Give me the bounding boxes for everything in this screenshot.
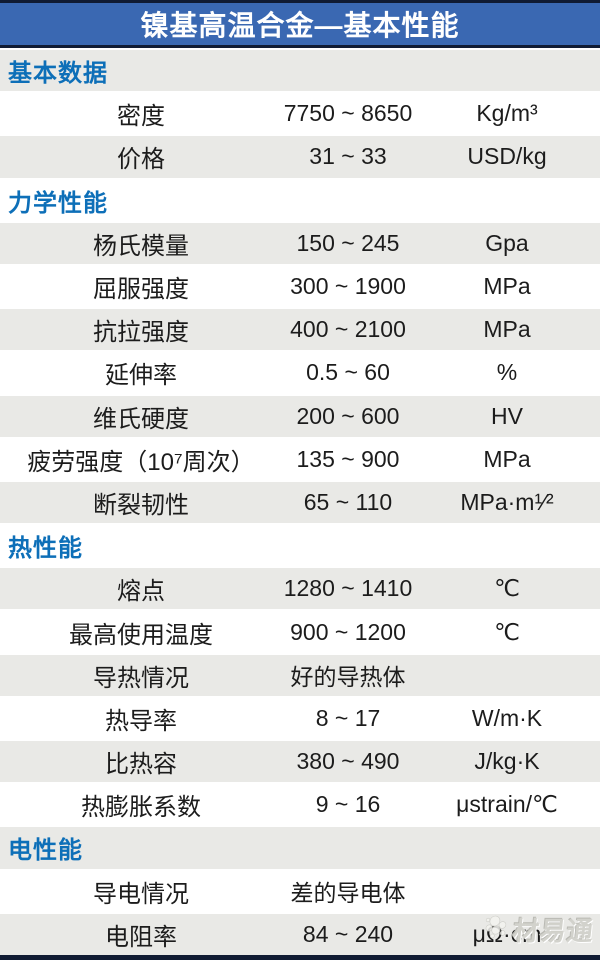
table-row: 疲劳强度（10⁷周次） 135 ~ 900 MPa: [0, 436, 600, 480]
page-title: 镍基高温合金—基本性能: [140, 10, 460, 41]
row-name: 杨氏模量: [93, 232, 189, 260]
row-unit: ℃: [494, 618, 520, 645]
table-row: 屈服强度 300 ~ 1900 MPa: [0, 263, 600, 308]
table-row: 电阻率 84 ~ 240 μΩ·cm: [0, 911, 600, 955]
row-name: 比热容: [105, 751, 177, 779]
row-unit: W/m·K: [471, 704, 543, 731]
row-unit: %: [496, 359, 518, 386]
table-row: 最高使用温度 900 ~ 1200 ℃: [0, 609, 600, 653]
row-unit: MPa: [483, 316, 531, 343]
row-unit: USD/kg: [467, 143, 547, 170]
row-value: 7750 ~ 8650: [283, 100, 413, 127]
table-row: 抗拉强度 400 ~ 2100 MPa: [0, 307, 600, 351]
row-name: 导热情况: [93, 664, 189, 692]
row-value: 84 ~ 240: [302, 920, 394, 947]
row-unit: μΩ·cm: [472, 920, 542, 947]
table-row: 价格 31 ~ 33 USD/kg: [0, 134, 600, 178]
row-name: 屈服强度: [93, 276, 189, 304]
section-label: 热性能: [8, 535, 83, 563]
table-row: 密度 7750 ~ 8650 Kg/m³: [0, 91, 600, 135]
row-unit: J/kg·K: [474, 748, 540, 775]
row-value: 150 ~ 245: [296, 229, 400, 256]
row-unit: Kg/m³: [476, 100, 538, 127]
table-row: 比热容 380 ~ 490 J/kg·K: [0, 739, 600, 783]
table-row: 导电情况 差的导电体: [0, 868, 600, 912]
row-name: 热导率: [105, 707, 177, 735]
row-unit: μstrain/℃: [456, 791, 558, 818]
row-unit: MPa: [483, 445, 531, 472]
row-unit: Gpa: [485, 229, 529, 256]
row-name: 延伸率: [105, 362, 177, 390]
section-header: 力学性能: [0, 177, 600, 221]
bottom-edge-bar: [0, 955, 600, 960]
row-name: 电阻率: [105, 923, 177, 951]
row-value: 差的导电体: [290, 880, 406, 907]
row-name: 最高使用温度: [69, 621, 213, 649]
row-unit: ℃: [494, 575, 520, 602]
section-label: 基本数据: [8, 60, 108, 88]
table-row: 导热情况 好的导热体: [0, 652, 600, 696]
section-header: 热性能: [0, 523, 600, 567]
row-unit: HV: [491, 402, 523, 429]
row-value: 300 ~ 1900: [290, 273, 406, 300]
row-name: 导电情况: [93, 880, 189, 908]
section-label: 电性能: [8, 837, 83, 865]
row-value: 0.5 ~ 60: [306, 359, 390, 386]
row-name: 维氏硬度: [93, 405, 189, 433]
title-bar: 镍基高温合金—基本性能: [0, 0, 600, 48]
section-label: 力学性能: [8, 189, 108, 217]
table-row: 延伸率 0.5 ~ 60%: [0, 350, 600, 394]
row-value: 900 ~ 1200: [290, 618, 406, 645]
row-name: 密度: [117, 103, 165, 131]
row-name: 价格: [117, 146, 165, 174]
table-row: 杨氏模量 150 ~ 245 Gpa: [0, 220, 600, 264]
table-row: 热导率 8 ~ 17 W/m·K: [0, 695, 600, 739]
row-value: 65 ~ 110: [303, 488, 393, 515]
row-name: 抗拉强度: [93, 319, 189, 347]
row-unit: MPa: [483, 273, 531, 300]
row-value: 400 ~ 2100: [290, 316, 406, 343]
row-name: 断裂韧性: [93, 491, 189, 519]
row-value: 31 ~ 33: [309, 143, 387, 170]
table-row: 熔点 1280 ~ 1410 ℃: [0, 566, 600, 610]
row-value: 好的导热体: [290, 664, 406, 691]
table-row: 维氏硬度 200 ~ 600 HV: [0, 393, 600, 437]
row-name: 热膨胀系数: [81, 794, 201, 822]
table-body: 基本数据 密度 7750 ~ 8650 Kg/m³ 价格 31 ~ 33 USD/kg 力学性…: [0, 48, 600, 955]
row-value: 200 ~ 600: [296, 402, 400, 429]
row-value: 135 ~ 900: [296, 445, 400, 472]
row-value: 8 ~ 17: [315, 704, 381, 731]
row-value: 9 ~ 16: [315, 791, 381, 818]
row-value: 1280 ~ 1410: [283, 575, 413, 602]
row-value: 380 ~ 490: [296, 748, 400, 775]
table-row: 断裂韧性 65 ~ 110 MPa·m¹⁄²: [0, 479, 600, 524]
section-header: 电性能: [0, 825, 600, 869]
row-name: 熔点: [117, 578, 165, 606]
section-header: 基本数据: [0, 48, 600, 92]
row-unit: MPa·m¹⁄²: [460, 488, 554, 515]
row-name: 疲劳强度（10⁷周次）: [27, 448, 255, 476]
table-row: 热膨胀系数 9 ~ 16 μstrain/℃: [0, 782, 600, 826]
